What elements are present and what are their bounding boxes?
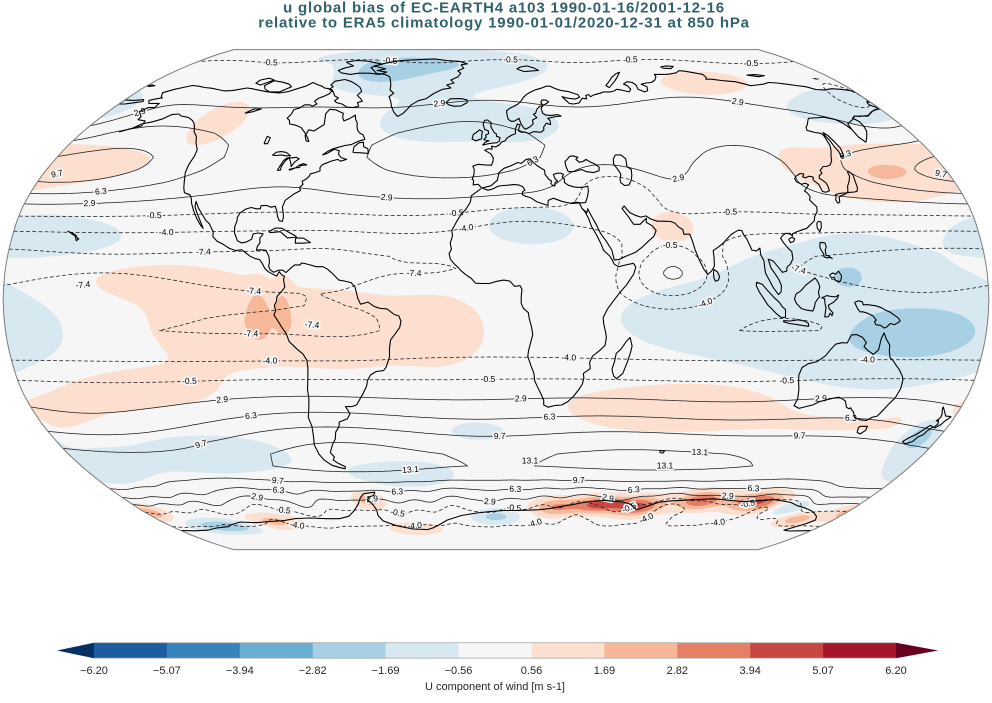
svg-text:13.1: 13.1 xyxy=(657,461,674,471)
svg-text:−5.07: −5.07 xyxy=(153,665,181,677)
svg-text:6.3: 6.3 xyxy=(391,486,403,496)
svg-text:2.9: 2.9 xyxy=(815,393,827,403)
svg-text:6.3: 6.3 xyxy=(245,410,258,421)
svg-text:-0.5: -0.5 xyxy=(449,207,465,218)
svg-text:6.3: 6.3 xyxy=(509,484,521,494)
svg-text:U component of wind [m s-1]: U component of wind [m s-1] xyxy=(425,681,565,693)
svg-text:-7.4: -7.4 xyxy=(196,246,211,257)
svg-text:2.9: 2.9 xyxy=(380,192,393,203)
svg-text:-7.4: -7.4 xyxy=(304,319,320,330)
svg-text:relative to ERA5 climatology 1: relative to ERA5 climatology 1990-01-01/… xyxy=(258,15,750,32)
svg-text:-0.5: -0.5 xyxy=(263,57,278,68)
svg-text:-7.4: -7.4 xyxy=(246,285,261,296)
svg-text:-7.4: -7.4 xyxy=(407,268,422,278)
svg-text:2.9: 2.9 xyxy=(484,496,497,507)
svg-text:-0.5: -0.5 xyxy=(389,506,405,518)
svg-text:-0.5: -0.5 xyxy=(182,376,197,387)
svg-text:6.3: 6.3 xyxy=(845,413,857,423)
svg-text:2.9: 2.9 xyxy=(83,198,95,208)
svg-text:-4.0: -4.0 xyxy=(458,222,474,234)
svg-text:6.3: 6.3 xyxy=(272,484,285,495)
svg-text:-0.5: -0.5 xyxy=(722,206,737,217)
svg-text:−0.56: −0.56 xyxy=(445,665,473,677)
svg-text:-0.5: -0.5 xyxy=(744,58,759,68)
svg-text:1.69: 1.69 xyxy=(594,665,615,677)
svg-text:2.9: 2.9 xyxy=(366,493,379,504)
svg-text:9.7: 9.7 xyxy=(794,431,806,441)
svg-text:−6.20: −6.20 xyxy=(80,665,108,677)
svg-text:13.1: 13.1 xyxy=(522,456,539,466)
svg-text:-0.5: -0.5 xyxy=(503,54,518,64)
svg-text:-4.0: -4.0 xyxy=(159,227,174,237)
svg-text:-0.5: -0.5 xyxy=(740,497,756,509)
svg-text:2.9: 2.9 xyxy=(731,96,745,108)
svg-text:2.9: 2.9 xyxy=(515,393,527,403)
svg-text:−2.82: −2.82 xyxy=(299,665,327,677)
svg-text:-4.0: -4.0 xyxy=(860,354,875,364)
svg-text:2.9: 2.9 xyxy=(216,394,229,405)
svg-text:9.7: 9.7 xyxy=(494,431,506,441)
svg-text:6.3: 6.3 xyxy=(747,483,759,493)
svg-text:−3.94: −3.94 xyxy=(226,665,254,677)
svg-text:9.7: 9.7 xyxy=(50,167,64,179)
svg-text:-4.0: -4.0 xyxy=(289,519,305,531)
svg-text:-4.0: -4.0 xyxy=(263,356,278,366)
svg-text:6.3: 6.3 xyxy=(95,186,108,197)
svg-text:−1.69: −1.69 xyxy=(372,665,400,677)
svg-text:-0.5: -0.5 xyxy=(663,240,678,250)
svg-text:-7.4: -7.4 xyxy=(75,279,91,290)
svg-text:6.3: 6.3 xyxy=(627,484,640,495)
svg-text:-0.5: -0.5 xyxy=(506,502,522,513)
svg-text:13.1: 13.1 xyxy=(691,447,708,458)
svg-text:-0.5: -0.5 xyxy=(779,375,794,386)
svg-text:-4.0: -4.0 xyxy=(710,516,726,528)
svg-text:-0.5: -0.5 xyxy=(623,54,638,65)
svg-text:u global bias of EC-EARTH4 a10: u global bias of EC-EARTH4 a103 1990-01-… xyxy=(283,0,725,17)
svg-text:2.9: 2.9 xyxy=(251,491,265,503)
svg-text:-0.5: -0.5 xyxy=(275,504,291,516)
svg-text:3.94: 3.94 xyxy=(739,665,760,677)
svg-text:5.07: 5.07 xyxy=(812,665,833,677)
svg-text:2.9: 2.9 xyxy=(671,172,685,184)
svg-text:-7.4: -7.4 xyxy=(244,328,259,338)
svg-text:0.56: 0.56 xyxy=(521,665,542,677)
svg-text:-0.5: -0.5 xyxy=(481,374,496,384)
svg-text:6.3: 6.3 xyxy=(543,411,555,421)
svg-text:-4.0: -4.0 xyxy=(561,352,576,362)
svg-text:2.82: 2.82 xyxy=(667,665,688,677)
svg-text:-0.5: -0.5 xyxy=(147,210,162,220)
svg-text:2.9: 2.9 xyxy=(433,97,446,108)
svg-text:-0.5: -0.5 xyxy=(382,55,398,66)
svg-text:9.7: 9.7 xyxy=(573,475,585,485)
svg-text:6.20: 6.20 xyxy=(885,665,906,677)
svg-text:9.7: 9.7 xyxy=(272,475,285,486)
svg-text:13.1: 13.1 xyxy=(402,464,419,475)
